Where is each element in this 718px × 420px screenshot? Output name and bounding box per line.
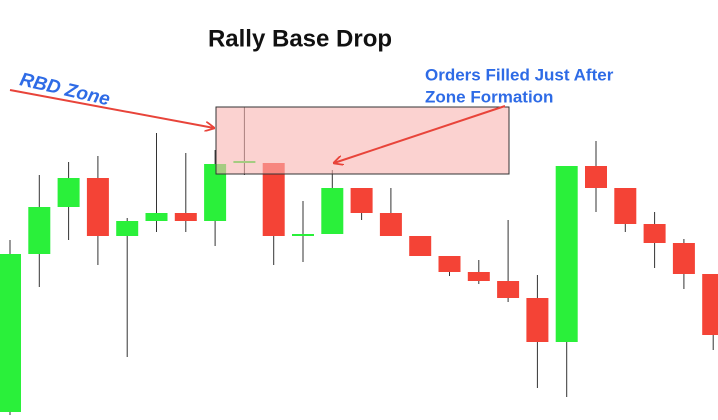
candle-body: [28, 207, 51, 254]
arrow: [9, 89, 214, 128]
candle-body: [555, 166, 578, 342]
candle-body: [379, 213, 402, 236]
candle-body: [497, 281, 520, 298]
candle-body: [86, 178, 109, 236]
annotation: Orders Filled Just After: [425, 65, 614, 84]
candle-body: [145, 213, 168, 221]
candle-body: [292, 234, 314, 236]
annotation: Zone Formation: [425, 87, 553, 106]
candles: [0, 107, 718, 415]
arrow: [334, 105, 506, 163]
annotation: RBD Zone: [18, 69, 113, 110]
candle-body: [438, 256, 461, 272]
candle-body: [57, 178, 80, 207]
candle-body: [409, 236, 432, 256]
candle-body: [262, 163, 285, 236]
chart-title: Rally Base Drop: [208, 25, 392, 52]
candle-body: [467, 272, 490, 281]
rbd-zone: [215, 106, 510, 175]
candle-body: [321, 188, 344, 234]
candle-body: [614, 188, 637, 224]
candle-body: [526, 298, 549, 342]
candle-body: [585, 166, 607, 188]
candle-body: [204, 164, 227, 221]
candle-body: [702, 274, 718, 335]
candle-body: [116, 221, 139, 236]
candle-body: [643, 224, 666, 243]
candle-body: [350, 188, 373, 213]
candle-body: [174, 213, 197, 221]
candle-body: [672, 243, 695, 274]
candle-body: [0, 254, 21, 412]
